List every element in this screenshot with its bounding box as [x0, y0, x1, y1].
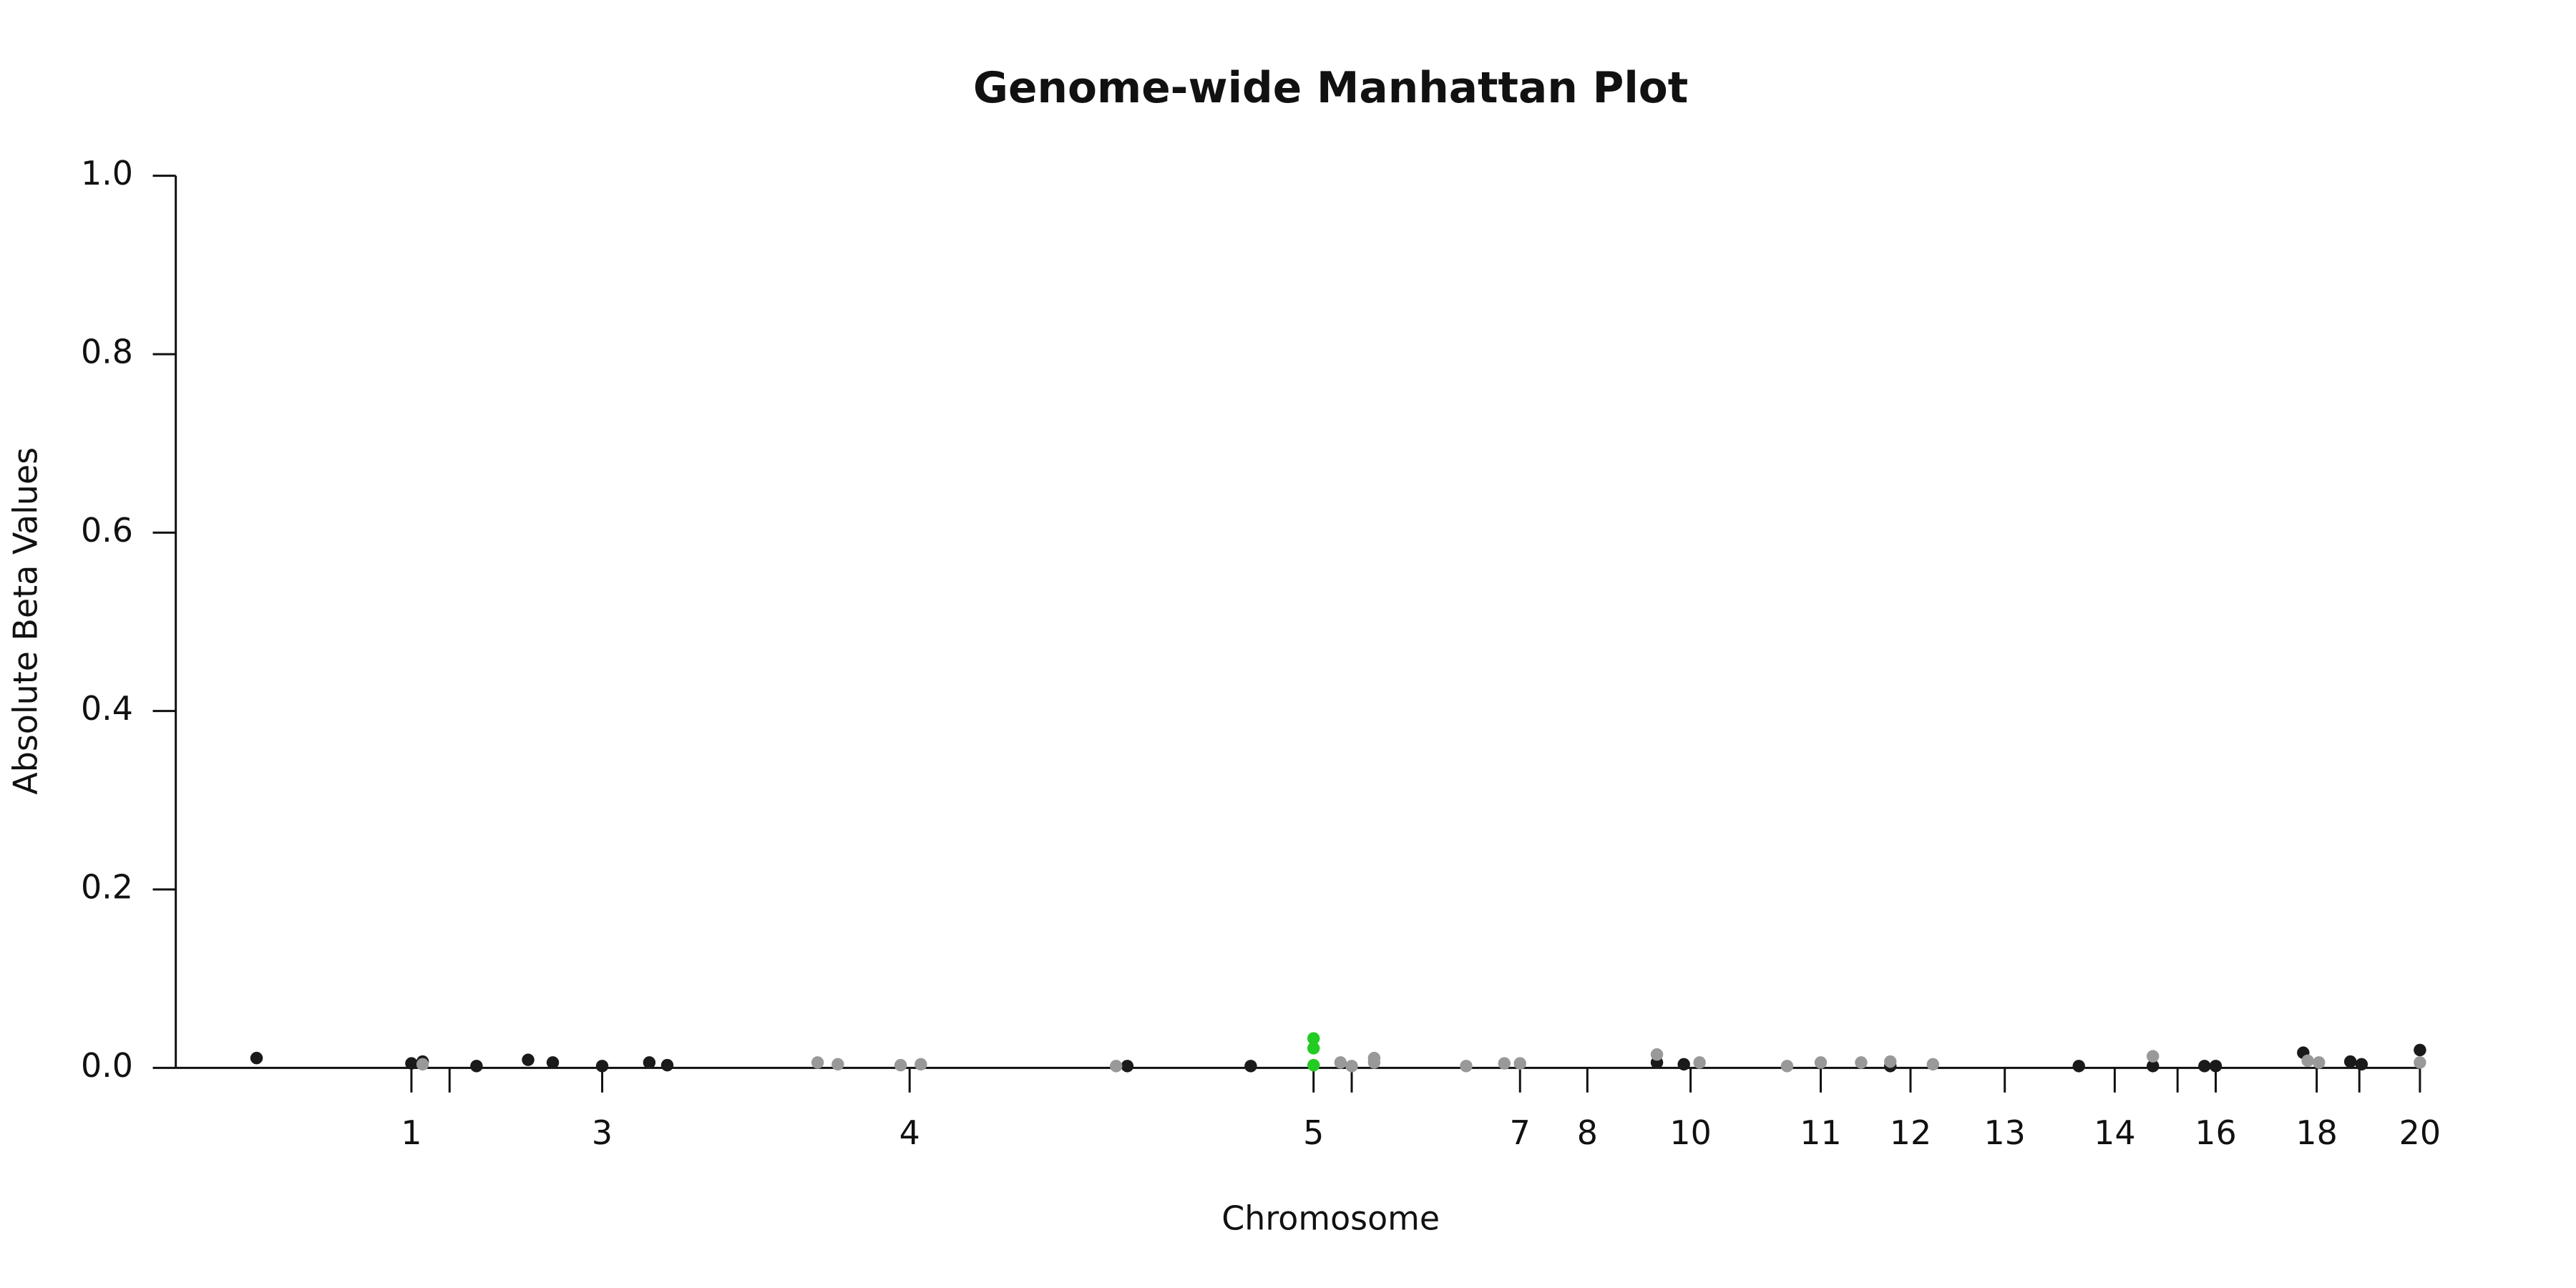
- point: [1814, 1056, 1828, 1069]
- point: [522, 1053, 535, 1066]
- y-axis-label: Absolute Beta Values: [6, 447, 45, 795]
- point: [2301, 1054, 2314, 1068]
- x-tick-label: 18: [2296, 1113, 2337, 1152]
- point: [1307, 1042, 1320, 1055]
- point: [1677, 1058, 1690, 1071]
- point: [1110, 1060, 1123, 1073]
- point: [416, 1058, 429, 1071]
- x-tick-label: 1: [401, 1113, 421, 1152]
- point: [2414, 1043, 2426, 1057]
- point: [2355, 1058, 2368, 1071]
- point: [660, 1058, 674, 1072]
- point: [2343, 1055, 2357, 1068]
- x-axis-label: Chromosome: [1221, 1199, 1440, 1237]
- y-tick-label: 0.8: [81, 333, 133, 371]
- x-tick-label: 10: [1669, 1113, 1711, 1152]
- point: [595, 1060, 609, 1073]
- point: [2072, 1060, 2085, 1073]
- point: [405, 1057, 418, 1070]
- point: [1513, 1057, 1526, 1070]
- point: [1693, 1056, 1706, 1069]
- x-tick-label: 5: [1303, 1113, 1324, 1152]
- chart-title: Genome-wide Manhattan Plot: [973, 64, 1688, 113]
- point: [1244, 1060, 1257, 1073]
- point: [1334, 1056, 1347, 1069]
- y-tick-label: 0.2: [81, 868, 133, 907]
- x-tick-label: 13: [1984, 1113, 2025, 1152]
- point: [1367, 1056, 1381, 1069]
- point: [2146, 1060, 2160, 1073]
- point: [1345, 1060, 1358, 1073]
- point: [811, 1056, 824, 1069]
- x-tick-label: 20: [2399, 1113, 2441, 1152]
- point: [914, 1058, 927, 1071]
- point: [1926, 1058, 1940, 1071]
- x-tick-label: 8: [1577, 1113, 1598, 1152]
- point: [1307, 1032, 1320, 1045]
- y-tick-label: 0.0: [81, 1046, 133, 1085]
- point: [894, 1058, 907, 1072]
- point: [1121, 1060, 1134, 1073]
- x-tick-label: 16: [2195, 1113, 2236, 1152]
- y-tick-label: 1.0: [81, 154, 133, 192]
- point: [470, 1060, 483, 1073]
- point: [1780, 1060, 1794, 1073]
- point: [1650, 1048, 1664, 1061]
- x-tick-label: 12: [1890, 1113, 1931, 1152]
- x-tick-label: 3: [592, 1113, 613, 1152]
- point: [1855, 1056, 1868, 1069]
- point: [2414, 1056, 2426, 1069]
- point: [2146, 1050, 2160, 1063]
- point: [546, 1056, 560, 1069]
- x-tick-label: 14: [2094, 1113, 2135, 1152]
- point: [831, 1058, 844, 1071]
- point: [1460, 1060, 1473, 1073]
- point: [1884, 1055, 1897, 1068]
- point: [643, 1056, 656, 1069]
- x-tick-label: 7: [1510, 1113, 1531, 1152]
- point: [1307, 1058, 1320, 1072]
- x-tick-label: 4: [899, 1113, 920, 1152]
- point: [250, 1051, 263, 1065]
- point: [2313, 1056, 2326, 1069]
- point: [2198, 1060, 2211, 1073]
- point: [1498, 1057, 1511, 1070]
- point: [2209, 1060, 2223, 1073]
- y-tick-label: 0.6: [81, 511, 133, 550]
- y-tick-label: 0.4: [81, 689, 133, 728]
- x-tick-label: 11: [1800, 1113, 1841, 1152]
